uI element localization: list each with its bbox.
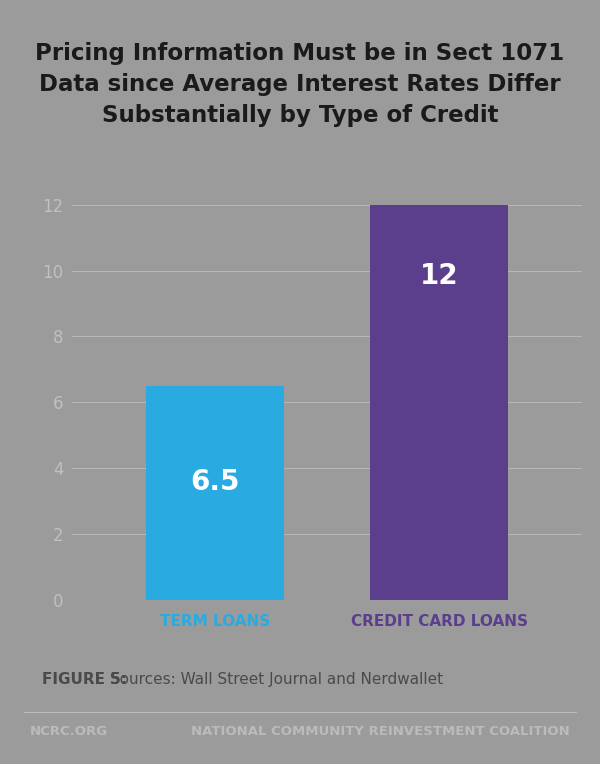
Text: FIGURE 5:: FIGURE 5: (42, 672, 127, 687)
Text: Sources: Wall Street Journal and Nerdwallet: Sources: Wall Street Journal and Nerdwal… (105, 672, 443, 687)
Text: 12: 12 (420, 262, 458, 290)
Text: NCRC.ORG: NCRC.ORG (30, 725, 108, 738)
Text: 6.5: 6.5 (190, 468, 239, 496)
Text: NATIONAL COMMUNITY REINVESTMENT COALITION: NATIONAL COMMUNITY REINVESTMENT COALITIO… (191, 725, 570, 738)
Bar (370, 205, 508, 600)
Bar (146, 386, 284, 600)
Text: TERM LOANS: TERM LOANS (160, 613, 270, 629)
Text: Pricing Information Must be in Sect 1071
Data since Average Interest Rates Diffe: Pricing Information Must be in Sect 1071… (35, 42, 565, 127)
Text: CREDIT CARD LOANS: CREDIT CARD LOANS (350, 613, 528, 629)
